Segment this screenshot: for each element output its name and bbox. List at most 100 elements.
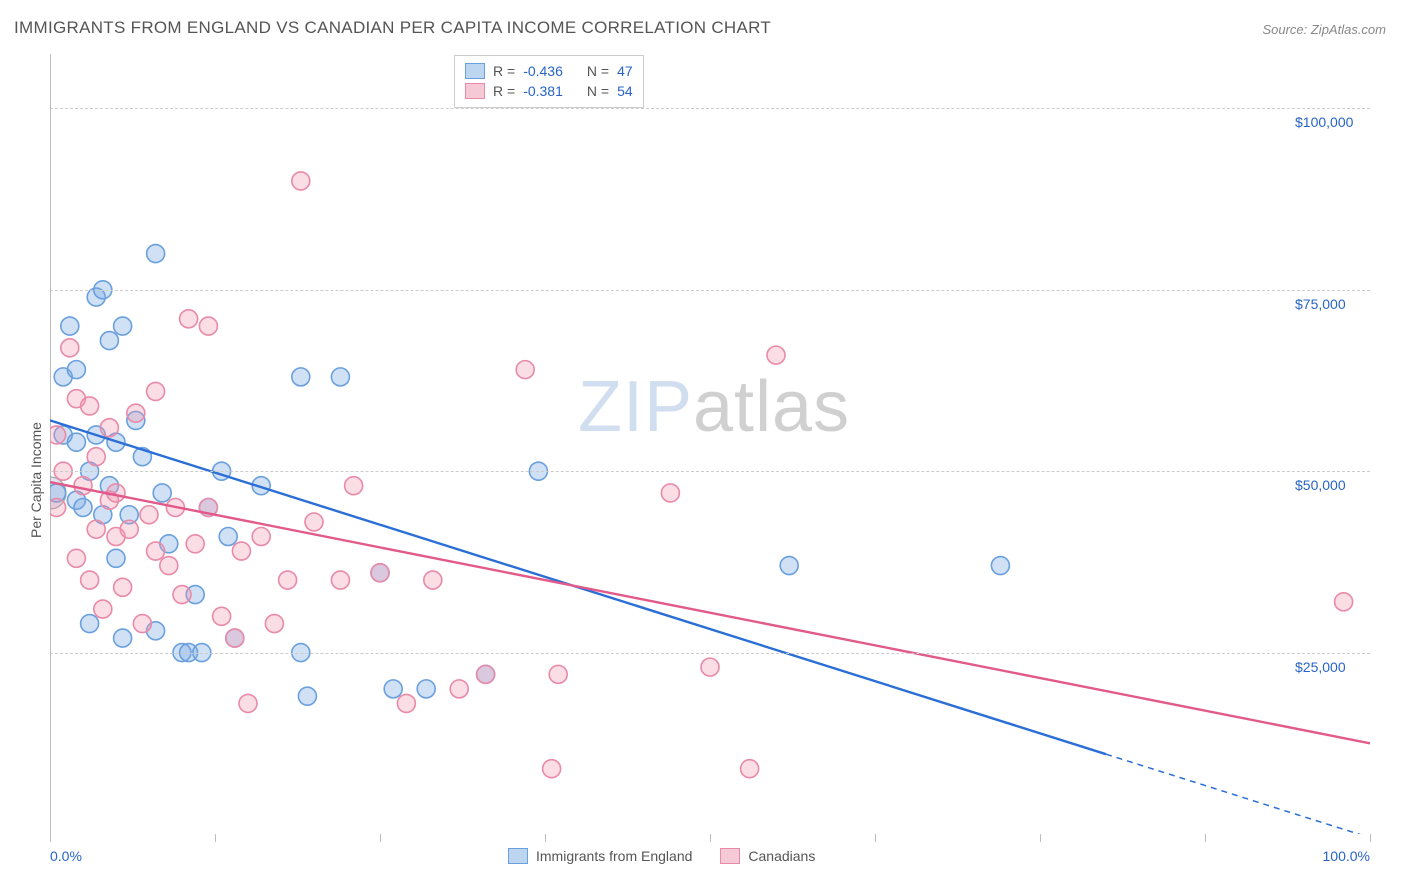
legend-bottom: Immigrants from England Canadians <box>508 848 815 864</box>
data-point-canadians <box>450 680 468 698</box>
data-point-england <box>74 498 92 516</box>
x-tick <box>710 834 711 842</box>
source-name: ZipAtlas.com <box>1311 22 1386 37</box>
data-point-canadians <box>50 498 66 516</box>
legend-label-england: Immigrants from England <box>536 848 692 864</box>
data-point-canadians <box>226 629 244 647</box>
data-point-canadians <box>61 339 79 357</box>
data-point-canadians <box>120 520 138 538</box>
data-point-canadians <box>741 760 759 778</box>
grid-line <box>50 653 1370 654</box>
y-tick-label: $25,000 <box>1295 659 1346 675</box>
data-point-canadians <box>173 586 191 604</box>
x-tick <box>215 834 216 842</box>
data-point-canadians <box>767 346 785 364</box>
data-point-canadians <box>701 658 719 676</box>
x-axis-start-label: 0.0% <box>50 848 82 864</box>
data-point-canadians <box>147 542 165 560</box>
data-point-canadians <box>94 600 112 618</box>
trend-line-dash-england <box>1106 754 1370 834</box>
data-point-canadians <box>543 760 561 778</box>
data-point-england <box>384 680 402 698</box>
chart-container: IMMIGRANTS FROM ENGLAND VS CANADIAN PER … <box>0 0 1406 892</box>
data-point-england <box>331 368 349 386</box>
stat-n-value: 54 <box>617 81 633 101</box>
source-attribution: Source: ZipAtlas.com <box>1262 22 1386 37</box>
stat-r-value: -0.381 <box>523 81 563 101</box>
stat-n-label: N = <box>587 81 609 101</box>
x-tick <box>875 834 876 842</box>
y-axis-label: Per Capita Income <box>28 422 44 538</box>
grid-line <box>50 108 1370 109</box>
data-point-england <box>107 549 125 567</box>
data-point-canadians <box>292 172 310 190</box>
x-tick <box>50 834 51 842</box>
data-point-canadians <box>74 477 92 495</box>
data-point-canadians <box>67 549 85 567</box>
data-point-canadians <box>180 310 198 328</box>
stat-n-value: 47 <box>617 61 633 81</box>
data-point-canadians <box>305 513 323 531</box>
x-tick <box>545 834 546 842</box>
data-point-canadians <box>549 665 567 683</box>
chart-svg <box>50 54 1370 834</box>
chart-title: IMMIGRANTS FROM ENGLAND VS CANADIAN PER … <box>14 18 771 38</box>
y-tick-label: $75,000 <box>1295 296 1346 312</box>
data-point-canadians <box>160 557 178 575</box>
data-point-england <box>292 368 310 386</box>
stat-r-label: R = <box>493 81 515 101</box>
legend-label-canadians: Canadians <box>748 848 815 864</box>
data-point-canadians <box>397 694 415 712</box>
stats-row-england: R = -0.436 N = 47 <box>465 61 633 81</box>
stat-n-label: N = <box>587 61 609 81</box>
x-axis-end-label: 100.0% <box>1323 848 1370 864</box>
plot-area: ZIPatlas <box>50 54 1370 834</box>
y-tick-label: $50,000 <box>1295 477 1346 493</box>
data-point-canadians <box>87 448 105 466</box>
data-point-canadians <box>279 571 297 589</box>
stats-row-canadians: R = -0.381 N = 54 <box>465 81 633 101</box>
source-prefix: Source: <box>1262 22 1310 37</box>
data-point-canadians <box>239 694 257 712</box>
y-tick-label: $100,000 <box>1295 114 1353 130</box>
data-point-canadians <box>186 535 204 553</box>
data-point-canadians <box>265 615 283 633</box>
data-point-england <box>114 629 132 647</box>
swatch-canadians <box>465 83 485 99</box>
data-point-canadians <box>50 426 66 444</box>
swatch-england <box>465 63 485 79</box>
data-point-england <box>114 317 132 335</box>
data-point-canadians <box>424 571 442 589</box>
data-point-canadians <box>232 542 250 560</box>
data-point-england <box>991 557 1009 575</box>
data-point-england <box>153 484 171 502</box>
stats-legend-box: R = -0.436 N = 47 R = -0.381 N = 54 <box>454 55 644 108</box>
x-tick <box>380 834 381 842</box>
data-point-england <box>147 245 165 263</box>
data-point-england <box>780 557 798 575</box>
data-point-canadians <box>140 506 158 524</box>
data-point-england <box>67 361 85 379</box>
data-point-england <box>219 528 237 546</box>
data-point-canadians <box>371 564 389 582</box>
data-point-canadians <box>516 361 534 379</box>
data-point-england <box>298 687 316 705</box>
data-point-canadians <box>81 571 99 589</box>
legend-swatch-england <box>508 848 528 864</box>
stat-r-label: R = <box>493 61 515 81</box>
data-point-canadians <box>114 578 132 596</box>
x-tick <box>1205 834 1206 842</box>
grid-line <box>50 290 1370 291</box>
data-point-canadians <box>81 397 99 415</box>
legend-swatch-canadians <box>720 848 740 864</box>
legend-item-england: Immigrants from England <box>508 848 692 864</box>
x-tick <box>1370 834 1371 842</box>
stat-r-value: -0.436 <box>523 61 563 81</box>
data-point-canadians <box>147 382 165 400</box>
data-point-canadians <box>1335 593 1353 611</box>
data-point-canadians <box>331 571 349 589</box>
data-point-england <box>61 317 79 335</box>
x-tick <box>1040 834 1041 842</box>
data-point-england <box>67 433 85 451</box>
data-point-canadians <box>477 665 495 683</box>
